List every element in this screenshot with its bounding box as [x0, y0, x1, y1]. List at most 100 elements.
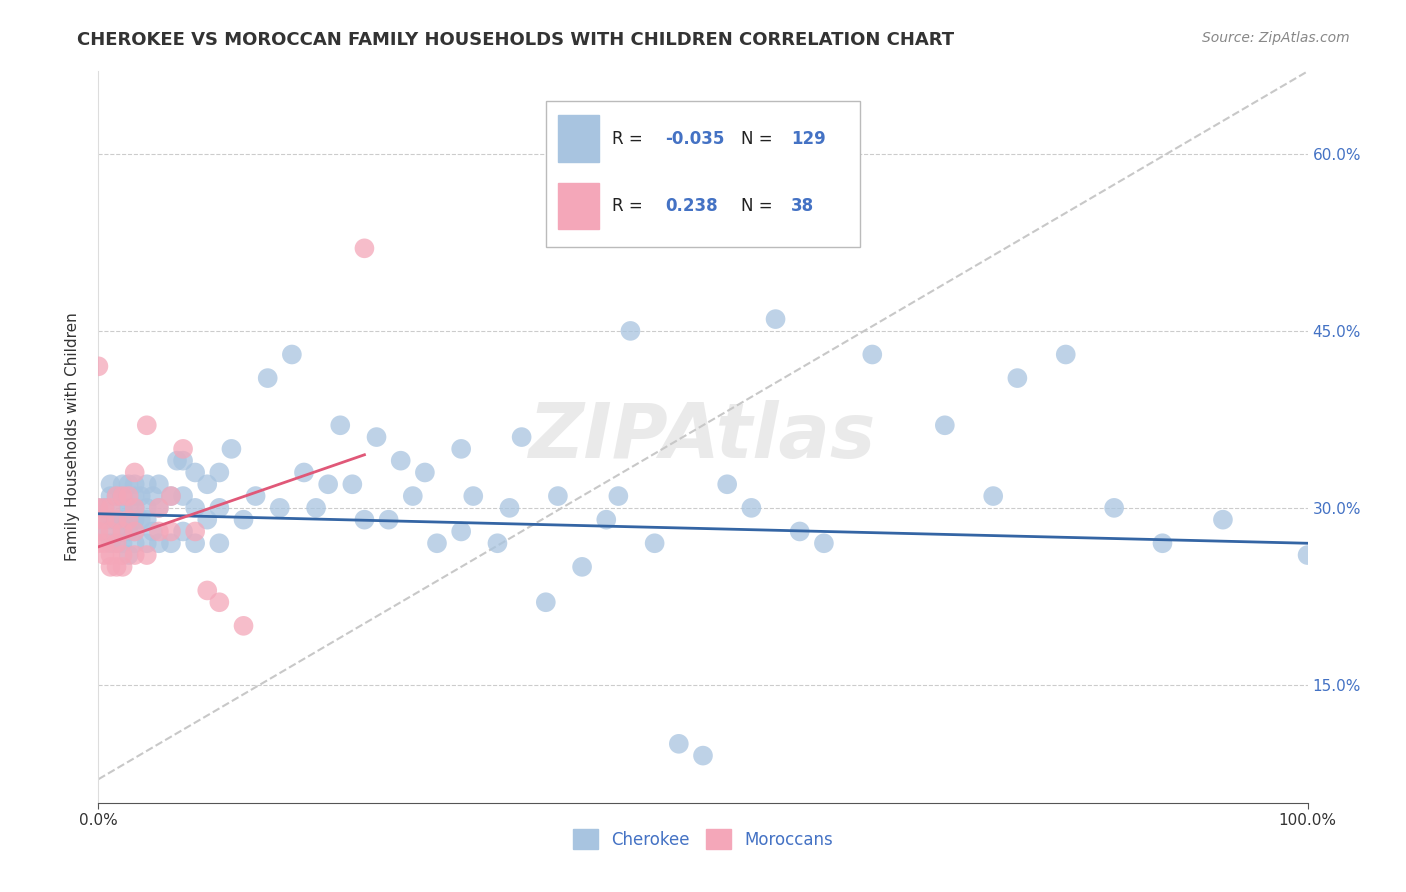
Point — [668, 737, 690, 751]
Point — [208, 595, 231, 609]
Point — [124, 477, 146, 491]
Point — [184, 524, 207, 539]
Point — [111, 477, 134, 491]
Point — [402, 489, 425, 503]
Point — [124, 489, 146, 503]
Point — [124, 466, 146, 480]
Point — [118, 500, 141, 515]
Point — [208, 536, 231, 550]
Point — [111, 559, 134, 574]
Point — [292, 466, 315, 480]
Point — [160, 489, 183, 503]
Point — [100, 536, 122, 550]
Point — [245, 489, 267, 503]
Point — [195, 477, 218, 491]
Point — [100, 489, 122, 503]
Point — [619, 324, 641, 338]
Point — [221, 442, 243, 456]
Point — [716, 477, 738, 491]
Point — [105, 559, 128, 574]
Point — [166, 453, 188, 467]
Point — [87, 500, 110, 515]
Point — [124, 500, 146, 515]
Point — [135, 477, 157, 491]
Point — [389, 453, 412, 467]
Point — [195, 513, 218, 527]
Point — [142, 524, 165, 539]
Text: Source: ZipAtlas.com: Source: ZipAtlas.com — [1202, 31, 1350, 45]
Point — [160, 536, 183, 550]
Point — [571, 559, 593, 574]
Point — [765, 312, 787, 326]
Point — [124, 500, 146, 515]
Point — [316, 477, 339, 491]
Point — [269, 500, 291, 515]
Point — [111, 489, 134, 503]
Point — [87, 524, 110, 539]
Point — [124, 536, 146, 550]
Point — [981, 489, 1004, 503]
Point — [105, 513, 128, 527]
Point — [595, 513, 617, 527]
Point — [353, 241, 375, 255]
Text: CHEROKEE VS MOROCCAN FAMILY HOUSEHOLDS WITH CHILDREN CORRELATION CHART: CHEROKEE VS MOROCCAN FAMILY HOUSEHOLDS W… — [77, 31, 955, 49]
Point — [111, 500, 134, 515]
Point — [142, 489, 165, 503]
Point — [100, 524, 122, 539]
Point — [366, 430, 388, 444]
Point — [93, 500, 115, 515]
Point — [172, 453, 194, 467]
Point — [135, 536, 157, 550]
Point — [118, 477, 141, 491]
Point — [93, 524, 115, 539]
Point — [111, 524, 134, 539]
Point — [100, 477, 122, 491]
Point — [135, 500, 157, 515]
Point — [1102, 500, 1125, 515]
Point — [172, 524, 194, 539]
Point — [160, 489, 183, 503]
Point — [87, 513, 110, 527]
Point — [208, 500, 231, 515]
Point — [160, 524, 183, 539]
Point — [100, 500, 122, 515]
Point — [148, 477, 170, 491]
Point — [208, 466, 231, 480]
Point — [510, 430, 533, 444]
Point — [463, 489, 485, 503]
Point — [232, 513, 254, 527]
Point — [118, 548, 141, 562]
Point — [172, 489, 194, 503]
Point — [692, 748, 714, 763]
Point — [256, 371, 278, 385]
Point — [148, 500, 170, 515]
Point — [87, 536, 110, 550]
Point — [329, 418, 352, 433]
Point — [607, 489, 630, 503]
Point — [148, 524, 170, 539]
Point — [342, 477, 364, 491]
Point — [100, 559, 122, 574]
Point — [426, 536, 449, 550]
Point — [195, 583, 218, 598]
Point — [1152, 536, 1174, 550]
Point — [124, 513, 146, 527]
Point — [124, 524, 146, 539]
Point — [498, 500, 520, 515]
Point — [111, 524, 134, 539]
Point — [1054, 347, 1077, 361]
Point — [87, 513, 110, 527]
Point — [93, 548, 115, 562]
Point — [129, 489, 152, 503]
Point — [111, 489, 134, 503]
Text: ZIPAtlas: ZIPAtlas — [529, 401, 877, 474]
Point — [813, 536, 835, 550]
Point — [118, 513, 141, 527]
Point — [135, 548, 157, 562]
Point — [87, 500, 110, 515]
Point — [534, 595, 557, 609]
Point — [93, 500, 115, 515]
Point — [100, 548, 122, 562]
Point — [1296, 548, 1319, 562]
Point — [740, 500, 762, 515]
